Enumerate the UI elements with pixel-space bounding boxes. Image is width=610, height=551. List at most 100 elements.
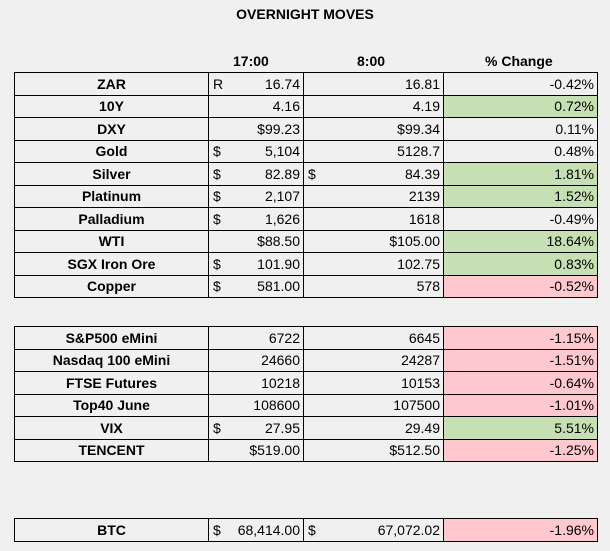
instrument-name: Copper xyxy=(14,274,209,298)
indices-table: S&P500 eMini 6722 6645 -1.15% Nasdaq 100 eMi… xyxy=(14,326,598,462)
sheet-title: OVERNIGHT MOVES xyxy=(236,6,374,22)
value-17-cell: $1,626 xyxy=(208,207,304,231)
value-8: $99.34 xyxy=(397,120,440,137)
pct-change-cell: -1.15% xyxy=(443,326,598,350)
table-row: Nasdaq 100 eMini 24660 24287 -1.51% xyxy=(14,348,598,372)
instrument-name: 10Y xyxy=(14,94,209,118)
instrument-name: S&P500 eMini xyxy=(14,326,209,350)
pct-change-cell: 0.72% xyxy=(443,94,598,118)
pct-change-cell: -1.96% xyxy=(443,518,598,542)
instrument-name: FTSE Futures xyxy=(14,371,209,395)
table-row: FTSE Futures 10218 10153 -0.64% xyxy=(14,371,598,395)
instrument-name: Platinum xyxy=(14,184,209,208)
value-17-cell: $27.95 xyxy=(208,416,304,440)
value-17-cell: $68,414.00 xyxy=(208,518,304,542)
table-row: WTI $88.50 $105.00 18.64% xyxy=(14,229,598,253)
value-17-cell: 24660 xyxy=(208,348,304,372)
table-row: Platinum $2,107 2139 1.52% xyxy=(14,184,598,208)
pct-change-cell: 5.51% xyxy=(443,416,598,440)
value-17: 1,626 xyxy=(264,210,300,227)
value-8: 5128.7 xyxy=(397,143,440,160)
value-17: 82.89 xyxy=(264,165,300,182)
currency-symbol: $ xyxy=(213,419,221,436)
value-8-cell: 10153 xyxy=(303,371,444,395)
value-17-cell: $519.00 xyxy=(208,438,304,462)
instrument-name: Top40 June xyxy=(14,393,209,417)
table-row: DXY $99.23 $99.34 0.11% xyxy=(14,117,598,141)
value-8: $105.00 xyxy=(389,233,440,250)
header-8: 8:00 xyxy=(357,53,386,69)
value-17: 108600 xyxy=(253,397,300,414)
currency-symbol: $ xyxy=(213,143,221,160)
value-8: 29.49 xyxy=(404,419,440,436)
value-8: 10153 xyxy=(401,374,440,391)
currency-symbol: $ xyxy=(213,521,221,538)
pct-change-cell: 1.81% xyxy=(443,162,598,186)
value-17-cell: $88.50 xyxy=(208,229,304,253)
currency-symbol: $ xyxy=(308,165,316,182)
value-8-cell: $512.50 xyxy=(303,438,444,462)
currency-symbol: $ xyxy=(213,278,221,295)
header-pct-change: % Change xyxy=(485,53,553,69)
value-8-cell: $99.34 xyxy=(303,117,444,141)
currency-symbol: $ xyxy=(213,210,221,227)
pct-change-cell: -0.52% xyxy=(443,274,598,298)
currency-symbol: $ xyxy=(213,165,221,182)
value-8-cell: 2139 xyxy=(303,184,444,208)
value-8: 578 xyxy=(416,278,440,295)
pct-change-cell: 18.64% xyxy=(443,229,598,253)
currency-symbol: $ xyxy=(213,255,221,272)
value-17: $99.23 xyxy=(257,120,300,137)
pct-change-cell: 0.83% xyxy=(443,252,598,276)
value-17: 27.95 xyxy=(264,419,300,436)
pct-change-cell: -1.25% xyxy=(443,438,598,462)
value-17: 581.00 xyxy=(257,278,300,295)
value-8-cell: 1618 xyxy=(303,207,444,231)
currency-symbol: $ xyxy=(213,188,221,205)
header-17: 17:00 xyxy=(233,53,269,69)
table-row: Palladium $1,626 1618 -0.49% xyxy=(14,207,598,231)
instrument-name: Silver xyxy=(14,162,209,186)
instrument-name: SGX Iron Ore xyxy=(14,252,209,276)
value-8-cell: 16.81 xyxy=(303,72,444,96)
instrument-name: Palladium xyxy=(14,207,209,231)
value-17-cell: $101.90 xyxy=(208,252,304,276)
pct-change-cell: -0.42% xyxy=(443,72,598,96)
pct-change-cell: 0.48% xyxy=(443,139,598,163)
value-17-cell: $5,104 xyxy=(208,139,304,163)
value-17-cell: 6722 xyxy=(208,326,304,350)
value-8-cell: 5128.7 xyxy=(303,139,444,163)
value-17: 4.16 xyxy=(272,98,300,115)
instrument-name: VIX xyxy=(14,416,209,440)
pct-change-cell: -0.49% xyxy=(443,207,598,231)
value-17: 101.90 xyxy=(257,255,300,272)
value-17: 68,414.00 xyxy=(237,521,300,538)
value-8: 24287 xyxy=(401,352,440,369)
value-17: $519.00 xyxy=(249,442,300,459)
pct-change-cell: 1.52% xyxy=(443,184,598,208)
value-8: 6645 xyxy=(408,329,440,346)
currency-symbol: R xyxy=(213,75,224,92)
value-17-cell: $99.23 xyxy=(208,117,304,141)
value-17-cell: $82.89 xyxy=(208,162,304,186)
value-8-cell: $67,072.02 xyxy=(303,518,444,542)
crypto-table: BTC $68,414.00 $67,072.02 -1.96% xyxy=(14,518,598,542)
table-row: BTC $68,414.00 $67,072.02 -1.96% xyxy=(14,518,598,542)
table-row: Copper $581.00 578 -0.52% xyxy=(14,274,598,298)
value-17: 6722 xyxy=(268,329,300,346)
value-17-cell: 108600 xyxy=(208,393,304,417)
table-row: Top40 June 108600 107500 -1.01% xyxy=(14,393,598,417)
value-8: 16.81 xyxy=(404,75,440,92)
value-8: 1618 xyxy=(408,210,440,227)
value-17-cell: R 16.74 xyxy=(208,72,304,96)
pct-change-cell: -0.64% xyxy=(443,371,598,395)
value-8-cell: 24287 xyxy=(303,348,444,372)
value-8-cell: 6645 xyxy=(303,326,444,350)
value-8: $512.50 xyxy=(389,442,440,459)
value-8: 107500 xyxy=(393,397,440,414)
currency-symbol: $ xyxy=(308,521,316,538)
value-17: 2,107 xyxy=(264,188,300,205)
table-row: S&P500 eMini 6722 6645 -1.15% xyxy=(14,326,598,350)
value-8: 67,072.02 xyxy=(377,521,440,538)
value-17-cell: $581.00 xyxy=(208,274,304,298)
